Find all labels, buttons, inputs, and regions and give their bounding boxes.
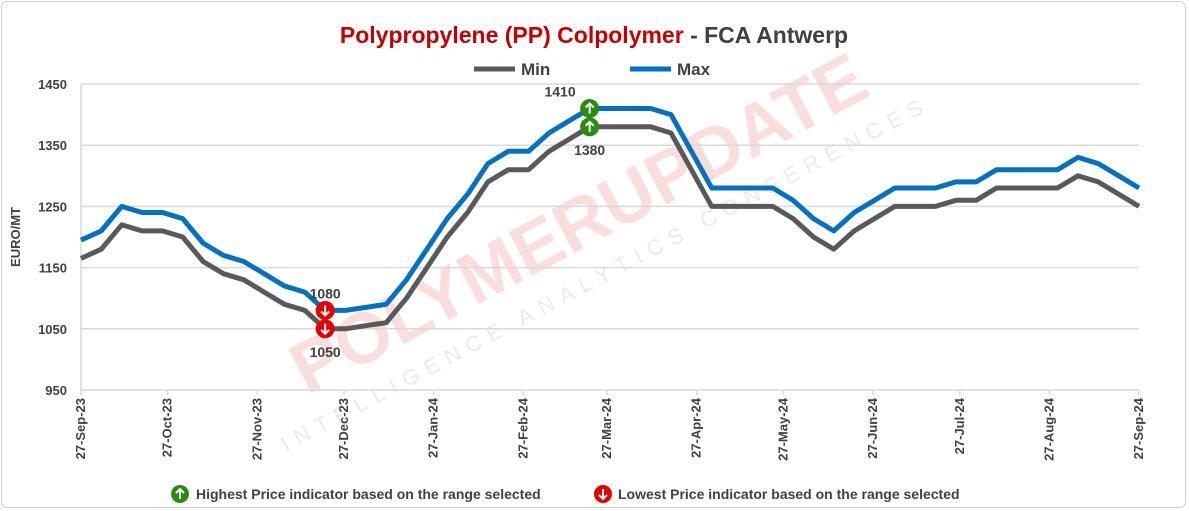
data-label: 1050	[310, 344, 341, 360]
chart-title-suffix: - FCA Antwerp	[684, 22, 848, 48]
legend: Min Max	[474, 60, 711, 79]
x-tick-label: 27-Oct-23	[160, 398, 175, 457]
x-tick-label: 27-Mar-24	[599, 397, 614, 458]
low-indicator-label: Lowest Price indicator based on the rang…	[618, 486, 960, 502]
x-tick-label: 27-Dec-23	[336, 398, 351, 459]
arrow-down-icon	[320, 323, 330, 336]
x-tick-label: 27-Jun-24	[865, 397, 880, 458]
svg-text:POLYMERUPDATE: POLYMERUPDATE	[277, 38, 880, 409]
x-tick-label: 27-Jan-24	[426, 397, 441, 458]
x-tick-label: 27-May-24	[775, 397, 790, 461]
x-tick-label: 27-Jul-24	[952, 397, 967, 454]
y-axis-label: EURO/MT	[8, 207, 23, 267]
y-tick-label: 1350	[38, 138, 67, 153]
high-indicator-label: Highest Price indicator based on the ran…	[196, 486, 541, 502]
y-tick-label: 1250	[38, 199, 67, 214]
arrow-down-icon	[320, 305, 330, 317]
legend-label-min: Min	[521, 60, 550, 79]
data-label: 1380	[574, 142, 605, 158]
footer-legend: Highest Price indicator based on the ran…	[171, 485, 960, 503]
y-tick-label: 950	[45, 383, 67, 398]
data-label: 1410	[544, 83, 575, 99]
arrow-up-icon	[584, 120, 595, 132]
chart-title-main: Polypropylene (PP) Colpolymer	[340, 22, 684, 48]
y-tick-label: 1050	[38, 322, 67, 337]
y-tick-label: 1450	[38, 77, 67, 92]
legend-label-max: Max	[677, 60, 711, 79]
x-tick-label: 27-Feb-24	[515, 397, 530, 458]
y-tick-label: 1150	[39, 261, 67, 276]
x-tick-label: 27-Apr-24	[689, 397, 704, 458]
arrow-up-icon	[584, 102, 595, 114]
x-tick-label: 27-Nov-23	[249, 398, 264, 460]
data-label: 1080	[310, 285, 341, 301]
x-tick-label: 27-Sep-24	[1131, 397, 1146, 459]
chart-title: Polypropylene (PP) Colpolymer - FCA Antw…	[340, 22, 848, 48]
x-tick-label: 27-Aug-24	[1041, 397, 1056, 461]
x-tick-label: 27-Sep-23	[73, 398, 88, 459]
